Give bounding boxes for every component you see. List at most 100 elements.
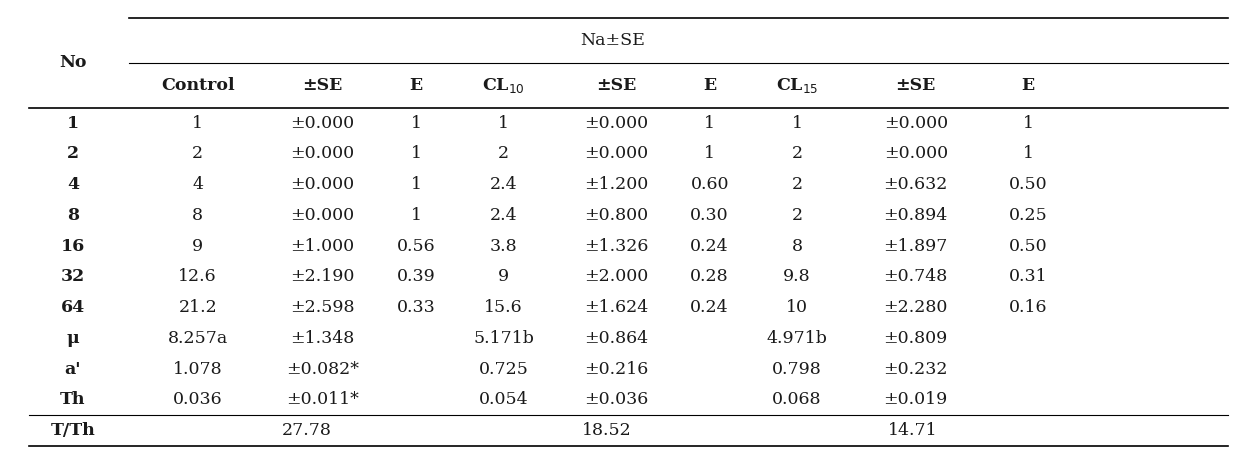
- Text: 0.054: 0.054: [479, 391, 528, 408]
- Text: 9: 9: [192, 238, 204, 255]
- Text: 0.798: 0.798: [772, 360, 822, 377]
- Text: 3.8: 3.8: [490, 238, 518, 255]
- Text: 8: 8: [792, 238, 802, 255]
- Text: Th: Th: [60, 391, 85, 408]
- Text: ±0.000: ±0.000: [585, 115, 649, 132]
- Text: 18.52: 18.52: [582, 422, 631, 439]
- Text: ±1.348: ±1.348: [290, 330, 354, 347]
- Text: 1: 1: [411, 176, 422, 193]
- Text: ±0.000: ±0.000: [585, 146, 649, 162]
- Text: 2: 2: [792, 207, 803, 224]
- Text: 0.16: 0.16: [1009, 299, 1047, 316]
- Text: a': a': [64, 360, 82, 377]
- Text: 9.8: 9.8: [783, 269, 811, 285]
- Text: 0.30: 0.30: [690, 207, 729, 224]
- Text: ±1.200: ±1.200: [585, 176, 649, 193]
- Text: 0.28: 0.28: [690, 269, 729, 285]
- Text: No: No: [59, 54, 87, 71]
- Text: ±SE: ±SE: [303, 77, 343, 94]
- Text: 2: 2: [792, 176, 803, 193]
- Text: 0.036: 0.036: [173, 391, 222, 408]
- Text: 1: 1: [704, 115, 715, 132]
- Text: 1.078: 1.078: [173, 360, 222, 377]
- Text: 2: 2: [498, 146, 509, 162]
- Text: 4: 4: [67, 176, 79, 193]
- Text: 2.4: 2.4: [490, 207, 518, 224]
- Text: ±0.232: ±0.232: [884, 360, 948, 377]
- Text: 0.24: 0.24: [690, 299, 729, 316]
- Text: 1: 1: [411, 115, 422, 132]
- Text: 4: 4: [192, 176, 204, 193]
- Text: ±0.000: ±0.000: [290, 207, 354, 224]
- Text: ±1.897: ±1.897: [884, 238, 948, 255]
- Text: E: E: [703, 77, 716, 94]
- Text: CL$_{10}$: CL$_{10}$: [483, 76, 525, 95]
- Text: 8: 8: [192, 207, 204, 224]
- Text: 0.39: 0.39: [397, 269, 436, 285]
- Text: 0.068: 0.068: [772, 391, 822, 408]
- Text: 16: 16: [60, 238, 85, 255]
- Text: 9: 9: [498, 269, 509, 285]
- Text: 1: 1: [498, 115, 509, 132]
- Text: 0.33: 0.33: [397, 299, 436, 316]
- Text: ±0.000: ±0.000: [290, 115, 354, 132]
- Text: ±2.190: ±2.190: [290, 269, 354, 285]
- Text: 1: 1: [411, 207, 422, 224]
- Text: E: E: [410, 77, 422, 94]
- Text: ±SE: ±SE: [596, 77, 636, 94]
- Text: 1: 1: [192, 115, 204, 132]
- Text: ±0.632: ±0.632: [884, 176, 948, 193]
- Text: Na±SE: Na±SE: [581, 32, 645, 49]
- Text: ±0.000: ±0.000: [290, 146, 354, 162]
- Text: 0.24: 0.24: [690, 238, 729, 255]
- Text: 10: 10: [786, 299, 808, 316]
- Text: ±1.000: ±1.000: [290, 238, 354, 255]
- Text: ±0.000: ±0.000: [290, 176, 354, 193]
- Text: 5.171b: 5.171b: [473, 330, 534, 347]
- Text: 27.78: 27.78: [282, 422, 332, 439]
- Text: ±0.809: ±0.809: [884, 330, 948, 347]
- Text: 8.257a: 8.257a: [167, 330, 228, 347]
- Text: 1: 1: [704, 146, 715, 162]
- Text: 0.56: 0.56: [397, 238, 435, 255]
- Text: ±0.011*: ±0.011*: [287, 391, 360, 408]
- Text: 14.71: 14.71: [887, 422, 938, 439]
- Text: 1: 1: [1023, 146, 1033, 162]
- Text: 1: 1: [1023, 115, 1033, 132]
- Text: ±0.748: ±0.748: [884, 269, 948, 285]
- Text: μ: μ: [67, 330, 79, 347]
- Text: 0.50: 0.50: [1009, 176, 1047, 193]
- Text: ±0.864: ±0.864: [585, 330, 649, 347]
- Text: 4.971b: 4.971b: [767, 330, 827, 347]
- Text: ±2.000: ±2.000: [585, 269, 649, 285]
- Text: E: E: [1022, 77, 1035, 94]
- Text: 1: 1: [67, 115, 79, 132]
- Text: 0.25: 0.25: [1008, 207, 1047, 224]
- Text: ±0.800: ±0.800: [585, 207, 649, 224]
- Text: ±0.082*: ±0.082*: [287, 360, 360, 377]
- Text: 2: 2: [192, 146, 204, 162]
- Text: ±1.624: ±1.624: [585, 299, 649, 316]
- Text: ±0.216: ±0.216: [585, 360, 649, 377]
- Text: 1: 1: [411, 146, 422, 162]
- Text: 32: 32: [60, 269, 85, 285]
- Text: ±0.000: ±0.000: [884, 146, 948, 162]
- Text: 0.50: 0.50: [1009, 238, 1047, 255]
- Text: 2: 2: [792, 146, 803, 162]
- Text: 0.60: 0.60: [690, 176, 729, 193]
- Text: Control: Control: [161, 77, 235, 94]
- Text: CL$_{15}$: CL$_{15}$: [776, 76, 818, 95]
- Text: 15.6: 15.6: [484, 299, 523, 316]
- Text: ±0.019: ±0.019: [884, 391, 948, 408]
- Text: ±2.598: ±2.598: [290, 299, 354, 316]
- Text: 12.6: 12.6: [178, 269, 217, 285]
- Text: ±0.894: ±0.894: [884, 207, 948, 224]
- Text: ±0.036: ±0.036: [585, 391, 649, 408]
- Text: 0.725: 0.725: [479, 360, 529, 377]
- Text: 1: 1: [792, 115, 802, 132]
- Text: ±0.000: ±0.000: [884, 115, 948, 132]
- Text: 64: 64: [60, 299, 85, 316]
- Text: 0.31: 0.31: [1009, 269, 1047, 285]
- Text: ±2.280: ±2.280: [884, 299, 948, 316]
- Text: 2: 2: [67, 146, 79, 162]
